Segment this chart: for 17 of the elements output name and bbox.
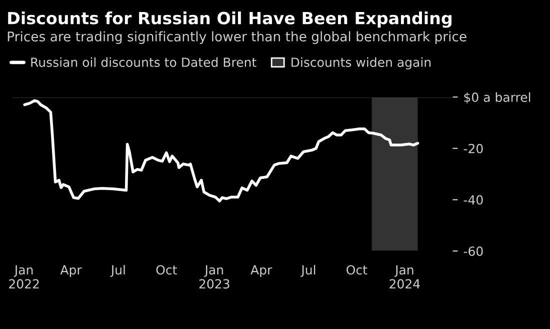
legend-label: Discounts widen again	[292, 57, 431, 70]
chart-title: Discounts for Russian Oil Have Been Expanding	[8, 12, 452, 28]
x-tick-label: Oct	[346, 265, 368, 275]
chart-subtitle: Prices are trading significantly lower than the global benchmark price	[8, 31, 466, 44]
x-tick-label: Jul	[300, 264, 316, 277]
y-tick-label: $0 a barrel	[464, 92, 530, 104]
y-tick-label: -20	[464, 144, 483, 154]
x-tick-label: Jan 2024	[390, 265, 420, 289]
x-tick-label: Oct	[156, 265, 177, 275]
x-tick-label: Apr	[60, 265, 82, 278]
x-tick-label: Jan 2022	[9, 265, 39, 289]
x-tick-label: Apr	[250, 265, 272, 278]
y-tick-label: -40	[464, 195, 483, 205]
legend-label: Russian oil discounts to Dated Brent	[31, 57, 256, 67]
x-tick-label: Jul	[110, 264, 125, 277]
y-tick-label: -60	[464, 246, 483, 256]
x-tick-label: Jan 2023	[199, 265, 230, 289]
